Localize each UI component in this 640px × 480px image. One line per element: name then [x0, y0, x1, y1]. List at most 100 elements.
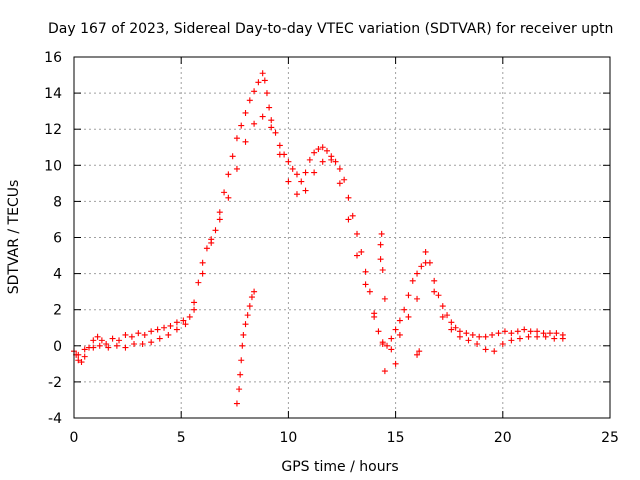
- data-point: [298, 178, 305, 185]
- data-point: [268, 117, 275, 124]
- data-point: [405, 313, 412, 320]
- data-point: [345, 194, 352, 201]
- data-point: [375, 328, 382, 335]
- data-point: [416, 348, 423, 355]
- y-tick-label: 12: [44, 122, 62, 138]
- data-point: [553, 330, 560, 337]
- data-point: [255, 79, 262, 86]
- data-point: [238, 357, 245, 364]
- data-point: [199, 259, 206, 266]
- data-point: [542, 333, 549, 340]
- data-point: [414, 270, 421, 277]
- data-point: [261, 77, 268, 84]
- data-point: [195, 279, 202, 286]
- data-point: [469, 331, 476, 338]
- data-point: [366, 288, 373, 295]
- data-point: [388, 346, 395, 353]
- data-point: [242, 321, 249, 328]
- data-point: [328, 156, 335, 163]
- data-point: [141, 331, 148, 338]
- data-point: [154, 326, 161, 333]
- data-point: [379, 266, 386, 273]
- data-point: [559, 335, 566, 342]
- data-point: [311, 169, 318, 176]
- data-point: [302, 169, 309, 176]
- data-point: [444, 312, 451, 319]
- data-point: [499, 340, 506, 347]
- data-point: [521, 326, 528, 333]
- data-point: [384, 342, 391, 349]
- data-point: [165, 331, 172, 338]
- data-point: [381, 368, 388, 375]
- data-point: [229, 153, 236, 160]
- data-point: [332, 158, 339, 165]
- data-point: [148, 328, 155, 335]
- data-point: [285, 158, 292, 165]
- data-point: [240, 331, 247, 338]
- data-point: [516, 335, 523, 342]
- data-point: [135, 330, 142, 337]
- data-point: [465, 337, 472, 344]
- data-point: [199, 270, 206, 277]
- x-tick-label: 10: [279, 430, 297, 446]
- data-point: [139, 340, 146, 347]
- data-point: [476, 333, 483, 340]
- data-point: [501, 328, 508, 335]
- data-point: [75, 357, 82, 364]
- data-point: [259, 113, 266, 120]
- data-point: [173, 326, 180, 333]
- data-point: [242, 138, 249, 145]
- data-point: [358, 248, 365, 255]
- data-point: [246, 303, 253, 310]
- data-point: [534, 333, 541, 340]
- data-point: [182, 321, 189, 328]
- x-tick-label: 25: [601, 430, 619, 446]
- data-point: [405, 292, 412, 299]
- data-point: [236, 386, 243, 393]
- data-point: [116, 337, 123, 344]
- data-point: [431, 277, 438, 284]
- y-tick-label: 14: [44, 86, 62, 102]
- data-point: [225, 194, 232, 201]
- data-point: [354, 252, 361, 259]
- data-point: [242, 109, 249, 116]
- data-point: [293, 191, 300, 198]
- series-0: [71, 70, 566, 366]
- data-point: [233, 165, 240, 172]
- data-point: [180, 317, 187, 324]
- data-point: [105, 344, 112, 351]
- data-point: [341, 176, 348, 183]
- y-tick-label: 16: [44, 50, 62, 66]
- data-point: [482, 333, 489, 340]
- data-point: [435, 292, 442, 299]
- data-point: [98, 337, 105, 344]
- data-point: [268, 124, 275, 131]
- y-tick-label: 4: [53, 267, 62, 283]
- data-point: [345, 216, 352, 223]
- data-point: [362, 281, 369, 288]
- data-point: [266, 104, 273, 111]
- data-point: [276, 142, 283, 149]
- grid: [74, 57, 610, 418]
- data-point: [285, 178, 292, 185]
- data-point: [456, 333, 463, 340]
- data-point: [392, 326, 399, 333]
- y-tick-label: -4: [48, 411, 62, 427]
- data-point: [508, 330, 515, 337]
- data-point: [388, 335, 395, 342]
- data-point: [336, 180, 343, 187]
- data-point: [551, 335, 558, 342]
- data-point: [167, 322, 174, 329]
- series-2: [233, 288, 258, 407]
- data-point: [371, 313, 378, 320]
- y-axis-ticks: -4 -2 0 2 4 6 8 10 12 14 16: [44, 50, 610, 427]
- data-point: [212, 227, 219, 234]
- data-point: [161, 324, 168, 331]
- data-point: [237, 371, 244, 378]
- data-point: [239, 342, 246, 349]
- data-point: [289, 165, 296, 172]
- data-point: [216, 216, 223, 223]
- data-point: [131, 340, 138, 347]
- data-point: [259, 70, 266, 77]
